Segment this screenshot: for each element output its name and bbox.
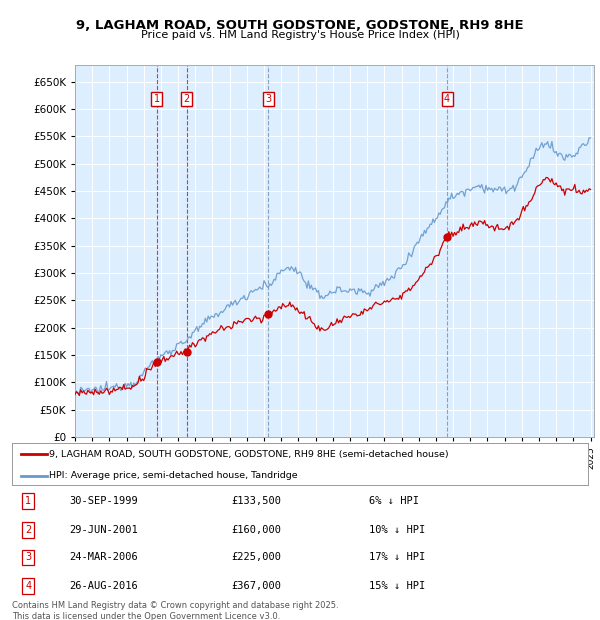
Text: 1: 1 bbox=[154, 94, 160, 104]
Text: 9, LAGHAM ROAD, SOUTH GODSTONE, GODSTONE, RH9 8HE (semi-detached house): 9, LAGHAM ROAD, SOUTH GODSTONE, GODSTONE… bbox=[49, 450, 449, 459]
Text: 2: 2 bbox=[25, 525, 31, 535]
Text: £367,000: £367,000 bbox=[231, 581, 281, 591]
Text: HPI: Average price, semi-detached house, Tandridge: HPI: Average price, semi-detached house,… bbox=[49, 471, 298, 480]
Text: 17% ↓ HPI: 17% ↓ HPI bbox=[369, 552, 425, 562]
Text: 3: 3 bbox=[265, 94, 271, 104]
Text: 4: 4 bbox=[25, 581, 31, 591]
Text: £225,000: £225,000 bbox=[231, 552, 281, 562]
Text: Price paid vs. HM Land Registry's House Price Index (HPI): Price paid vs. HM Land Registry's House … bbox=[140, 30, 460, 40]
Text: 1: 1 bbox=[25, 496, 31, 506]
Text: 3: 3 bbox=[25, 552, 31, 562]
Text: 10% ↓ HPI: 10% ↓ HPI bbox=[369, 525, 425, 535]
Text: 29-JUN-2001: 29-JUN-2001 bbox=[70, 525, 139, 535]
Text: 9, LAGHAM ROAD, SOUTH GODSTONE, GODSTONE, RH9 8HE: 9, LAGHAM ROAD, SOUTH GODSTONE, GODSTONE… bbox=[76, 19, 524, 32]
Text: Contains HM Land Registry data © Crown copyright and database right 2025.
This d: Contains HM Land Registry data © Crown c… bbox=[12, 601, 338, 620]
Text: £133,500: £133,500 bbox=[231, 496, 281, 506]
Text: 30-SEP-1999: 30-SEP-1999 bbox=[70, 496, 139, 506]
Text: £160,000: £160,000 bbox=[231, 525, 281, 535]
Text: 24-MAR-2006: 24-MAR-2006 bbox=[70, 552, 139, 562]
Text: 6% ↓ HPI: 6% ↓ HPI bbox=[369, 496, 419, 506]
Text: 26-AUG-2016: 26-AUG-2016 bbox=[70, 581, 139, 591]
Text: 15% ↓ HPI: 15% ↓ HPI bbox=[369, 581, 425, 591]
Text: 4: 4 bbox=[444, 94, 450, 104]
Text: 2: 2 bbox=[184, 94, 190, 104]
